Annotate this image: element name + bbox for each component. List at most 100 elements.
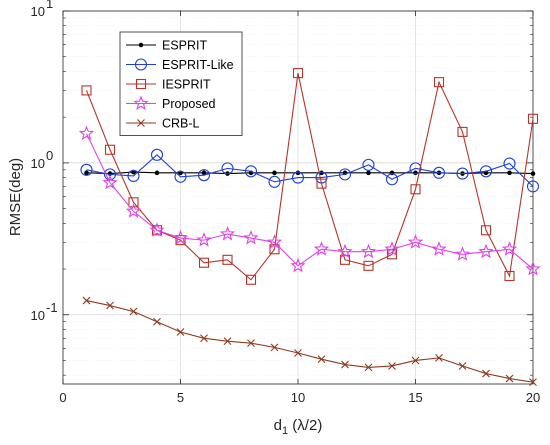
legend-marker-proposed (133, 95, 149, 110)
data-point-proposed (196, 232, 212, 247)
data-point-crb-l (153, 317, 161, 326)
data-point-crb-l (435, 353, 443, 362)
data-point-crb-l (200, 334, 208, 343)
data-point-proposed (78, 125, 95, 141)
y-tick-label: 10 (31, 156, 45, 171)
data-point-esprit (530, 171, 536, 176)
data-series (78, 68, 541, 387)
y-tick-label-exponent: -1 (46, 300, 58, 315)
data-point-esprit-like (174, 170, 187, 183)
data-point-iesprit (457, 126, 468, 137)
data-point-iesprit (410, 184, 421, 195)
data-point-proposed (407, 234, 424, 249)
data-point-esprit-like (221, 162, 234, 175)
data-point-iesprit (386, 249, 398, 260)
data-point-iesprit (316, 178, 327, 189)
data-point-crb-l (458, 362, 467, 370)
data-point-esprit-like (385, 173, 399, 186)
x-tick-label: 5 (177, 390, 184, 405)
data-point-iesprit (128, 197, 139, 208)
legend-label-esprit: ESPRIT (162, 39, 208, 53)
data-point-crb-l (247, 339, 255, 348)
legend-label-esprit-like: ESPRIT-Like (162, 58, 234, 72)
data-point-iesprit (175, 235, 186, 246)
data-point-iesprit (81, 85, 92, 96)
data-point-iesprit (198, 257, 210, 268)
data-point-crb-l (482, 369, 490, 378)
data-point-proposed (360, 243, 377, 259)
data-point-esprit-like (80, 163, 93, 176)
data-point-esprit-like (268, 175, 281, 188)
data-point-iesprit (104, 144, 116, 155)
data-point-esprit (507, 170, 512, 176)
data-point-proposed (501, 241, 518, 256)
data-point-esprit-like (127, 169, 140, 183)
data-point-esprit-like (526, 180, 540, 193)
data-point-esprit-like (503, 157, 516, 170)
x-axis-label: d1 (λ/2) (274, 417, 323, 437)
data-point-crb-l (411, 356, 420, 365)
y-tick-label: 10 (31, 308, 45, 323)
data-point-proposed (478, 243, 494, 259)
data-point-esprit-like (432, 166, 446, 179)
data-point-crb-l (129, 307, 138, 316)
data-point-proposed (384, 241, 400, 256)
y-tick-label-exponent: 1 (46, 0, 53, 11)
data-point-crb-l (388, 362, 396, 370)
x-tick-label: 15 (408, 390, 422, 405)
legend-marker-crb-l (137, 119, 145, 127)
data-point-proposed (102, 174, 118, 190)
legend-label-crb-l: CRB-L (162, 117, 200, 131)
x-axis-label-unit: (λ/2) (288, 417, 322, 434)
data-point-esprit (84, 170, 89, 176)
data-point-esprit-like (291, 171, 305, 184)
legend-label-proposed: Proposed (162, 97, 216, 111)
data-point-proposed (431, 241, 447, 256)
y-axis-label: RMSE(deg) (7, 158, 24, 236)
y-tick-label-exponent: 0 (46, 148, 53, 163)
data-point-esprit-like (456, 167, 469, 180)
data-point-iesprit (363, 260, 374, 271)
y-tick-label-base: 10 (31, 308, 45, 323)
data-point-proposed (125, 203, 142, 218)
y-tick-label: 10 (31, 4, 45, 19)
legend: ESPRIT ESPRIT-Like IESPRIT Proposed CRB-L (119, 31, 243, 136)
data-point-crb-l (106, 301, 114, 310)
data-point-esprit-like (479, 165, 493, 178)
data-point-proposed (243, 230, 259, 245)
data-point-crb-l (364, 363, 373, 372)
data-point-crb-l (270, 343, 279, 352)
data-point-proposed (290, 257, 306, 273)
x-axis-label-subscript: 1 (282, 425, 288, 437)
series-esprit-like (80, 148, 540, 193)
data-point-proposed (172, 230, 189, 245)
data-point-proposed (313, 241, 330, 256)
data-point-crb-l (529, 378, 537, 387)
data-point-crb-l (317, 355, 326, 364)
data-point-esprit-like (244, 165, 258, 178)
data-point-iesprit (527, 113, 539, 124)
x-tick-label: 10 (291, 390, 305, 405)
series-line-crb-l (86, 300, 534, 383)
data-point-esprit (201, 170, 207, 176)
legend-marker-esprit (138, 42, 144, 48)
data-point-esprit-like (197, 169, 211, 182)
series-proposed (78, 125, 541, 276)
y-tick-label-base: 10 (31, 156, 45, 171)
data-point-esprit-like (338, 168, 352, 181)
data-point-proposed (266, 234, 283, 249)
series-crb-l (82, 296, 537, 387)
data-point-crb-l (294, 349, 302, 357)
data-point-proposed (525, 261, 541, 276)
x-tick-label: 0 (59, 390, 66, 405)
data-point-esprit-like (103, 168, 117, 181)
data-point-iesprit (504, 270, 515, 282)
data-point-crb-l (223, 337, 232, 346)
data-point-iesprit (480, 225, 492, 236)
data-point-iesprit (222, 254, 233, 265)
y-tick-label-base: 10 (31, 4, 45, 19)
data-point-crb-l (505, 374, 514, 383)
data-point-esprit (272, 170, 277, 176)
legend-marker-iesprit (135, 78, 147, 90)
